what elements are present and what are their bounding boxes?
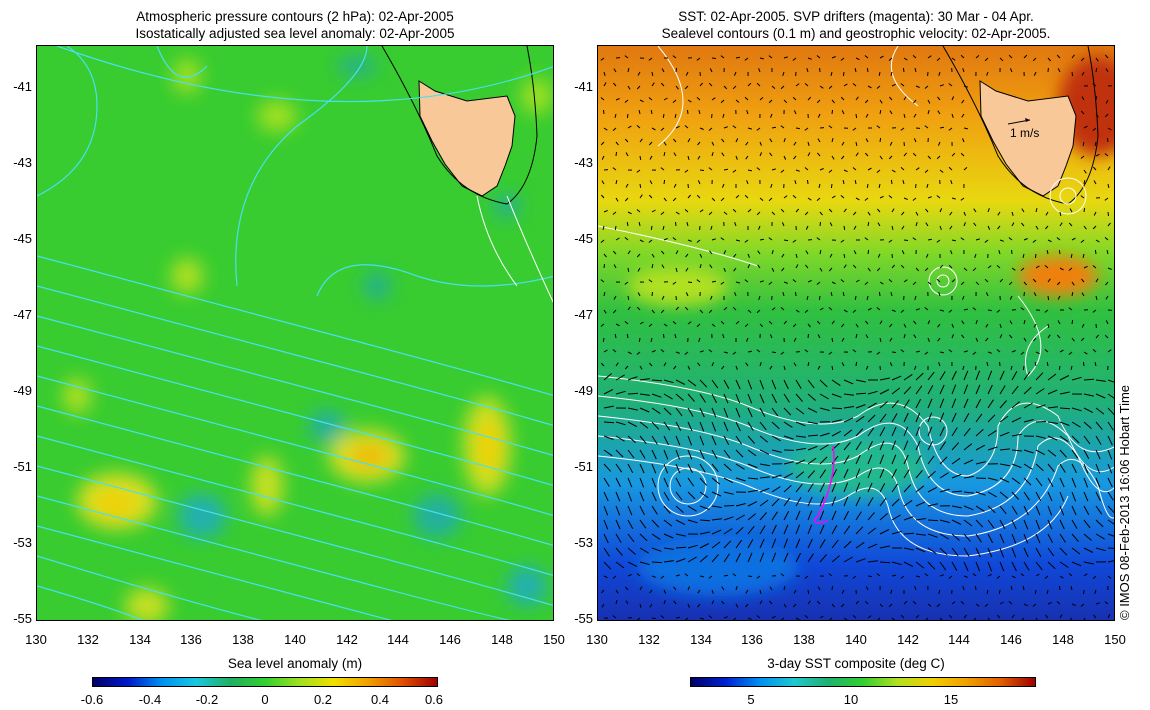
left-panel-title: Atmospheric pressure contours (2 hPa): 0… — [36, 8, 554, 42]
lon-tick-left-1: 130 — [25, 632, 47, 647]
lon-tick-right-4: 136 — [741, 632, 763, 647]
sla-anomaly-blobs — [63, 56, 553, 620]
lat-tick-left-2: -43 — [13, 155, 32, 170]
sealevel-contours — [598, 46, 1114, 557]
sla-cb-tick-7: 0.6 — [424, 692, 444, 707]
copyright-notice: © IMOS 08-Feb-2013 16:06 Hobart Time — [1117, 384, 1132, 620]
sst-cb-tick-1: 5 — [747, 692, 755, 707]
tasmania-landmass-right — [979, 80, 1077, 197]
left-title-line2: Isostatically adjusted sea level anomaly… — [135, 26, 455, 41]
lat-tick-right-7: -53 — [574, 535, 593, 550]
lon-tick-right-5: 138 — [793, 632, 815, 647]
lon-tick-left-3: 134 — [129, 632, 151, 647]
lon-tick-right-10: 148 — [1052, 632, 1074, 647]
geostrophic-velocity-arrows — [600, 54, 1114, 620]
lat-tick-right-8: -55 — [574, 611, 593, 626]
lon-tick-left-4: 136 — [180, 632, 202, 647]
sla-cb-tick-1: -0.6 — [80, 692, 104, 707]
sla-cb-tick-3: -0.2 — [195, 692, 219, 707]
right-title-line2: Sealevel contours (0.1 m) and geostrophi… — [661, 26, 1051, 41]
right-title-line1: SST: 02-Apr-2005. SVP drifters (magenta)… — [678, 9, 1034, 24]
white-contours-left — [476, 195, 553, 303]
lon-tick-right-8: 144 — [948, 632, 970, 647]
svp-drifter-track — [813, 445, 835, 524]
lon-tick-left-5: 138 — [232, 632, 254, 647]
lat-tick-right-4: -47 — [574, 307, 593, 322]
lat-tick-left-8: -55 — [13, 611, 32, 626]
lon-tick-right-7: 142 — [897, 632, 919, 647]
sst-colorbar-label: 3-day SST composite (deg C) — [767, 656, 945, 671]
sla-cb-tick-5: 0.2 — [313, 692, 333, 707]
lon-tick-right-2: 132 — [638, 632, 660, 647]
sst-map-svg — [598, 46, 1114, 620]
lon-tick-left-6: 140 — [284, 632, 306, 647]
lon-tick-right-1: 130 — [586, 632, 608, 647]
lon-tick-right-9: 146 — [1000, 632, 1022, 647]
sst-map: 1 m/s — [597, 45, 1115, 621]
lat-tick-right-5: -49 — [574, 383, 593, 398]
left-title-line1: Atmospheric pressure contours (2 hPa): 0… — [136, 9, 454, 24]
right-panel-title: SST: 02-Apr-2005. SVP drifters (magenta)… — [597, 8, 1115, 42]
lon-tick-left-10: 148 — [491, 632, 513, 647]
lat-tick-left-6: -51 — [13, 459, 32, 474]
sla-cb-tick-2: -0.4 — [138, 692, 162, 707]
sst-colorbar — [690, 677, 1036, 687]
lat-tick-right-1: -41 — [574, 79, 593, 94]
sst-cb-tick-2: 10 — [843, 692, 859, 707]
sla-map-svg — [37, 46, 553, 620]
sst-cb-tick-3: 15 — [943, 692, 959, 707]
lon-tick-right-6: 140 — [845, 632, 867, 647]
sla-cb-tick-6: 0.4 — [370, 692, 390, 707]
lat-tick-left-5: -49 — [13, 383, 32, 398]
lat-tick-left-4: -47 — [13, 307, 32, 322]
lat-tick-left-3: -45 — [13, 231, 32, 246]
bathymetry-contour — [381, 46, 538, 205]
lon-tick-left-9: 146 — [439, 632, 461, 647]
lon-tick-left-7: 142 — [336, 632, 358, 647]
lon-tick-left-8: 144 — [387, 632, 409, 647]
velocity-scale-label: 1 m/s — [1010, 126, 1040, 140]
lat-tick-left-7: -53 — [13, 535, 32, 550]
lon-tick-right-11: 150 — [1104, 632, 1126, 647]
lat-tick-left-1: -41 — [13, 79, 32, 94]
pressure-contours — [37, 46, 553, 620]
tasmania-landmass — [418, 80, 516, 197]
lat-tick-right-6: -51 — [574, 459, 593, 474]
lon-tick-left-11: 150 — [543, 632, 565, 647]
sea-level-anomaly-map — [36, 45, 554, 621]
lat-tick-right-3: -45 — [574, 231, 593, 246]
velocity-scale — [1007, 118, 1031, 125]
lon-tick-left-2: 132 — [77, 632, 99, 647]
lon-tick-right-3: 134 — [690, 632, 712, 647]
sst-patches — [628, 56, 1114, 596]
lat-tick-right-2: -43 — [574, 155, 593, 170]
sla-colorbar — [92, 677, 438, 687]
sla-cb-tick-4: 0 — [261, 692, 269, 707]
sla-colorbar-label: Sea level anomaly (m) — [227, 656, 363, 671]
